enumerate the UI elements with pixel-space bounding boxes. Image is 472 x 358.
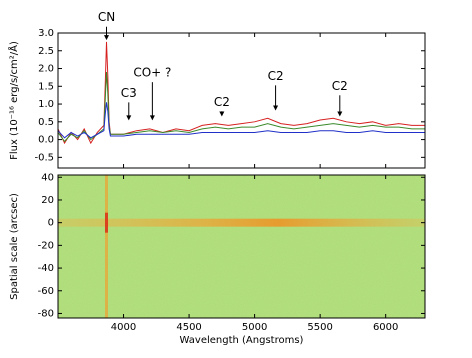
y-tick-label: 0.5: [38, 117, 54, 128]
spectrum-line: [58, 102, 425, 139]
y-tick-label: 2.5: [38, 46, 54, 57]
y-tick-label: -80: [38, 308, 54, 319]
image-cn-line: [104, 175, 108, 318]
y-axis-label: Spatial scale (arcsec): [9, 193, 20, 300]
arrow-head: [103, 35, 109, 41]
y-tick-label: -60: [38, 286, 54, 297]
image-noise: [58, 175, 425, 318]
annotation-label: C2: [268, 69, 284, 83]
spectrum-line: [58, 41, 425, 145]
arrow-head: [149, 115, 155, 121]
arrow-head: [126, 115, 132, 121]
y-tick-label: 3.0: [38, 28, 54, 39]
annotation-label: CN: [98, 10, 115, 24]
y-tick-label: -0.5: [34, 152, 54, 163]
x-tick-label: 6000: [373, 322, 398, 333]
y-tick-label: -20: [38, 240, 54, 251]
y-tick-label: 1.0: [38, 99, 54, 110]
x-axis-label: Wavelength (Angstroms): [180, 335, 304, 346]
y-tick-label: -40: [38, 263, 54, 274]
y-tick-label: 1.5: [38, 81, 54, 92]
arrow-head: [273, 105, 279, 111]
x-tick-label: 4000: [111, 322, 136, 333]
image-trace: [58, 218, 425, 227]
y-axis-label: Flux (10⁻¹⁶ erg/s/cm²/Å): [7, 41, 20, 160]
y-tick-label: 0: [48, 218, 54, 229]
annotation-label: C2: [214, 95, 230, 109]
y-tick-label: 20: [41, 195, 54, 206]
annotation-label: CO+ ?: [133, 66, 171, 80]
x-tick-label: 5000: [242, 322, 267, 333]
arrow-head: [337, 111, 343, 117]
y-tick-label: 40: [41, 172, 54, 183]
annotation-label: C2: [332, 79, 348, 93]
x-tick-label: 4500: [176, 322, 201, 333]
axes-frame: [57, 174, 426, 319]
annotation-label: C3: [121, 86, 137, 100]
arrow-head: [219, 111, 225, 117]
y-tick-label: 0.0: [38, 135, 54, 146]
y-tick-label: 2.0: [38, 64, 54, 75]
x-tick-label: 5500: [307, 322, 332, 333]
image-cn-core: [104, 212, 108, 233]
axes-frame: [57, 32, 426, 169]
